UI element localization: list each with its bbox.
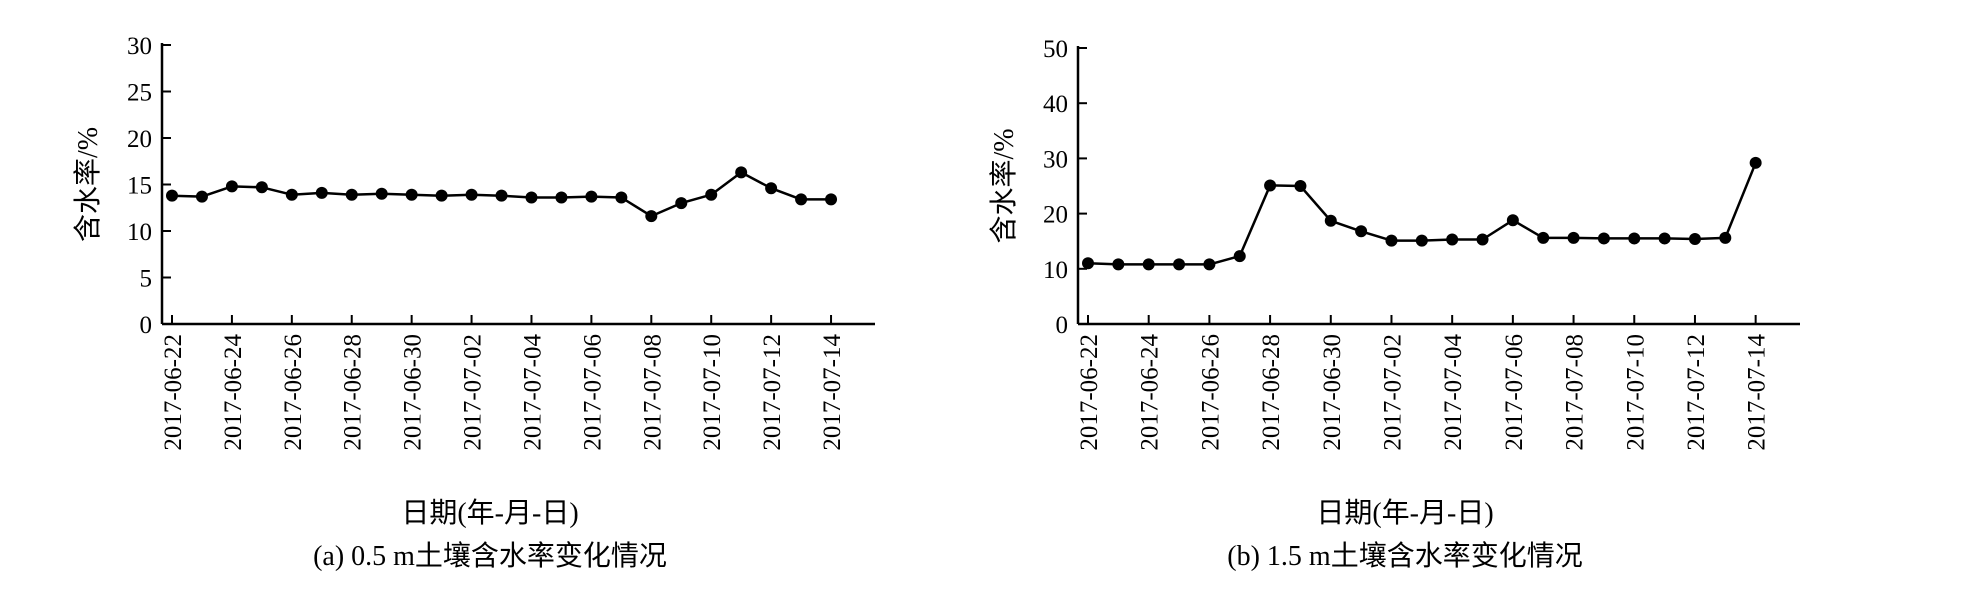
x-tick-label: 2017-07-02 [1379,334,1406,451]
data-point [1112,258,1125,271]
data-point [1446,233,1459,246]
data-point [195,190,208,203]
data-point [735,166,748,179]
x-tick-label: 2017-07-06 [1501,334,1528,451]
data-point [675,197,688,210]
data-point [1506,214,1519,227]
data-point [525,191,538,204]
x-tick-label: 2017-07-06 [579,334,606,451]
y-tick-label: 10 [1043,257,1068,284]
data-point [615,191,628,204]
data-point [435,189,448,202]
data-point [1658,232,1671,245]
x-tick-label: 2017-07-02 [460,334,487,451]
data-point [1142,258,1155,271]
y-tick-label: 20 [127,126,152,153]
data-point [825,193,838,206]
data-point [795,193,808,206]
data-point [1476,233,1489,246]
data-point [1597,232,1610,245]
panel-a: 0 5 10 15 20 25 30 2017-06-22 2017-06-24 2017-06-… [72,33,875,572]
panel-caption: (a) 0.5 m土壤含水率变化情况 [313,540,667,572]
data-point [1628,232,1641,245]
data-point [1264,179,1277,192]
y-tick-label: 40 [1043,91,1068,118]
x-tick-label: 2017-06-24 [1137,334,1164,451]
data-point [255,181,268,194]
y-tick-label: 30 [1043,146,1068,173]
panel-b: 0 10 20 30 40 50 2017-06-22 2017-06-24 2017-06-2… [988,36,1800,572]
y-axis-title: 含水率/% [72,127,104,242]
data-point [585,190,598,203]
x-tick-label: 2017-06-30 [400,334,427,451]
data-point [1749,156,1762,169]
data-point [1203,258,1216,271]
x-tick-label: 2017-07-10 [699,334,726,451]
x-tick-label: 2017-06-26 [1197,334,1224,451]
y-tick-label: 25 [127,80,152,107]
x-tick-label: 2017-06-28 [340,334,367,451]
x-tick-label: 2017-06-22 [160,334,187,451]
data-point [1324,214,1337,227]
data-point [465,188,478,201]
y-tick-label: 5 [140,266,153,293]
data-point [705,188,718,201]
x-tick-label: 2017-06-26 [280,334,307,451]
x-tick-label: 2017-06-28 [1258,334,1285,451]
data-point [166,189,178,202]
data-point [375,187,388,200]
data-point [345,188,358,201]
data-point [555,191,568,204]
data-point [1415,234,1428,247]
x-tick-label: 2017-07-08 [1562,334,1589,451]
data-point [315,186,328,199]
data-point [405,188,418,201]
data-point [645,210,658,223]
x-tick-label: 2017-07-08 [639,334,666,451]
x-tick-label: 2017-06-30 [1319,334,1346,451]
y-tick-label: 0 [140,312,153,339]
data-point [225,180,238,193]
data-point [495,189,508,202]
x-tick-label: 2017-07-04 [519,334,546,451]
x-tick-label: 2017-07-14 [819,334,846,451]
data-point [1233,250,1246,263]
y-axis-title: 含水率/% [988,128,1020,243]
x-tick-label: 2017-06-24 [220,334,247,451]
y-tick-label: 30 [127,33,152,60]
x-tick-label: 2017-07-14 [1744,334,1771,451]
panel-caption: (b) 1.5 m土壤含水率变化情况 [1227,540,1582,572]
y-tick-label: 0 [1056,312,1069,339]
y-tick-label: 10 [127,219,152,246]
data-point [1537,231,1550,244]
x-tick-label: 2017-07-10 [1622,334,1649,451]
data-point [1567,231,1580,244]
data-point [1355,225,1368,238]
data-point [1082,257,1094,270]
x-tick-label: 2017-07-12 [759,334,786,451]
data-point [1294,180,1307,192]
x-axis-title: 日期(年-月-日) [1316,497,1493,529]
x-tick-label: 2017-06-22 [1076,334,1103,451]
series-line [1087,162,1757,266]
data-point [1719,231,1732,244]
y-tick-label: 15 [127,173,152,200]
x-axis-title: 日期(年-月-日) [401,497,578,529]
x-tick-label: 2017-07-04 [1440,334,1467,451]
y-tick-label: 20 [1043,202,1068,229]
data-point [1385,234,1398,247]
data-point [765,182,778,195]
y-tick-label: 50 [1043,36,1068,63]
data-point [1688,232,1701,245]
data-point [1173,258,1186,271]
x-tick-label: 2017-07-12 [1683,334,1710,451]
data-point [285,188,298,201]
